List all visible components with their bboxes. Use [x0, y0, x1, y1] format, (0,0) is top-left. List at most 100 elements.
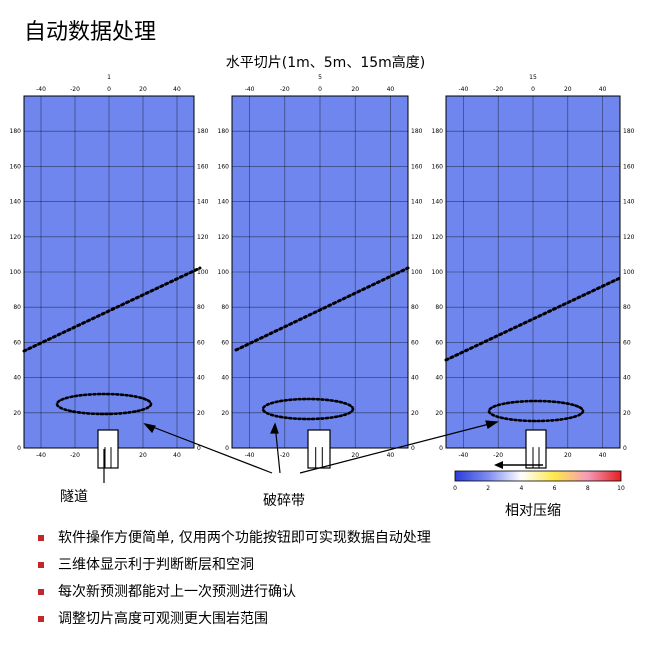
x-tick-label: -40: [245, 86, 255, 93]
y-tick-label: 100: [10, 269, 22, 276]
arrowhead-1: [143, 423, 156, 434]
x-tick-label: -20: [280, 86, 290, 93]
colorbar-tick-label: 2: [486, 485, 490, 492]
slice-panel-2: -40-40-20-200020204040500202040406060808…: [218, 74, 423, 469]
y-tick-label: 0: [17, 445, 21, 452]
colorbar-tick-label: 8: [586, 485, 590, 492]
x-tick-label: -20: [70, 452, 80, 459]
colorbar: 0 2 4 6 8 10: [453, 470, 625, 492]
y-tick-label: 180: [197, 128, 209, 135]
x-tick-label: 40: [387, 86, 395, 93]
y-tick-label: 160: [218, 163, 230, 170]
page-title: 自动数据处理: [24, 20, 157, 45]
colorbar-scale: [454, 470, 622, 482]
y-tick-label: 0: [197, 445, 201, 452]
y-tick-label: 140: [411, 199, 423, 206]
tunnel-outline: [307, 429, 331, 469]
y-tick-label: 180: [623, 128, 635, 135]
x-tick-label: -40: [36, 86, 46, 93]
feature-item: 软件操作方便简单, 仅用两个功能按钮即可实现数据自动处理: [38, 528, 431, 555]
slice-figure: -40-40-20-200020204040100202040406060808…: [10, 74, 635, 492]
arrowhead-2: [270, 422, 279, 434]
y-tick-label: 60: [435, 339, 443, 346]
x-tick-label: 40: [173, 86, 181, 93]
x-tick-label: 20: [564, 86, 572, 93]
y-tick-label: 120: [623, 234, 635, 241]
x-tick-label: 40: [599, 86, 607, 93]
x-tick-label: -20: [70, 86, 80, 93]
y-tick-label: 40: [13, 375, 21, 382]
fault-trace: [234, 266, 410, 352]
y-tick-label: 160: [432, 163, 444, 170]
x-tick-label: -20: [493, 452, 503, 459]
slice-height-label: 1: [107, 74, 111, 81]
feature-item: 每次新预测都能对上一次预测进行确认: [38, 582, 431, 609]
y-tick-label: 80: [435, 304, 443, 311]
arrowhead-3: [485, 420, 499, 429]
y-tick-label: 80: [411, 304, 419, 311]
y-tick-label: 120: [197, 234, 209, 241]
slice-height-label: 15: [529, 74, 537, 81]
x-tick-label: 40: [599, 452, 607, 459]
y-tick-label: 100: [623, 269, 635, 276]
arrow-to-zone-1: [144, 423, 273, 474]
y-tick-label: 120: [432, 234, 444, 241]
y-tick-label: 140: [197, 199, 209, 206]
y-tick-label: 160: [411, 163, 423, 170]
y-tick-label: 60: [623, 339, 631, 346]
y-tick-label: 180: [218, 128, 230, 135]
y-tick-label: 60: [13, 339, 21, 346]
feature-item: 调整切片高度可观测更大围岩范围: [38, 609, 431, 636]
y-tick-label: 0: [439, 445, 443, 452]
y-tick-label: 120: [218, 234, 230, 241]
x-tick-label: 40: [173, 452, 181, 459]
fault-trace: [444, 276, 622, 362]
x-tick-label: 40: [387, 452, 395, 459]
y-tick-label: 160: [623, 163, 635, 170]
y-tick-label: 60: [221, 339, 229, 346]
y-tick-label: 20: [411, 410, 419, 417]
colorbar-tick-label: 4: [519, 485, 523, 492]
y-tick-label: 140: [432, 199, 444, 206]
direction-arrow: [494, 461, 543, 469]
y-tick-label: 20: [623, 410, 631, 417]
slice-panel-1: -40 -40 -20 -20 0 0 20 20 40 40 100 20 20 40 40 60 60 80 8…: [10, 74, 209, 469]
x-tick-label: 20: [564, 452, 572, 459]
y-tick-label: 80: [13, 304, 21, 311]
y-tick-label: 100: [218, 269, 230, 276]
x-tick-label: -40: [458, 452, 468, 459]
tunnel-outline: [525, 429, 547, 469]
y-tick-label: 40: [435, 375, 443, 382]
y-tick-label: 140: [218, 199, 230, 206]
feature-item: 三维体显示利于判断断层和空洞: [38, 555, 431, 582]
y-tick-label: 20: [197, 410, 205, 417]
x-tick-label: 0: [318, 86, 322, 93]
y-tick-label: 180: [411, 128, 423, 135]
y-tick-label: 0: [623, 445, 627, 452]
y-tick-label: 80: [197, 304, 205, 311]
tunnel-outline: [97, 429, 119, 469]
y-tick-label: 120: [10, 234, 22, 241]
y-tick-label: 180: [10, 128, 22, 135]
x-tick-label: 20: [139, 452, 147, 459]
figure-subtitle: 水平切片(1m、5m、15m高度): [225, 55, 426, 71]
y-tick-label: 40: [197, 375, 205, 382]
feature-list: 软件操作方便简单, 仅用两个功能按钮即可实现数据自动处理 三维体显示利于判断断层…: [38, 528, 431, 636]
x-tick-label: -40: [245, 452, 255, 459]
x-tick-label: 20: [139, 86, 147, 93]
fracture-zone-outline: [487, 399, 585, 423]
y-tick-label: 160: [10, 163, 22, 170]
x-tick-label: -20: [493, 86, 503, 93]
colorbar-tick-label: 6: [553, 485, 557, 492]
y-tick-label: 100: [432, 269, 444, 276]
y-tick-label: 40: [411, 375, 419, 382]
y-tick-label: 60: [197, 339, 205, 346]
y-tick-label: 40: [221, 375, 229, 382]
x-tick-label: -40: [458, 86, 468, 93]
y-tick-label: 140: [623, 199, 635, 206]
y-tick-label: 120: [411, 234, 423, 241]
colorbar-tick-label: 0: [453, 485, 457, 492]
colorbar-label: 相对压缩: [505, 503, 561, 519]
y-tick-label: 80: [623, 304, 631, 311]
x-tick-label: -20: [280, 452, 290, 459]
